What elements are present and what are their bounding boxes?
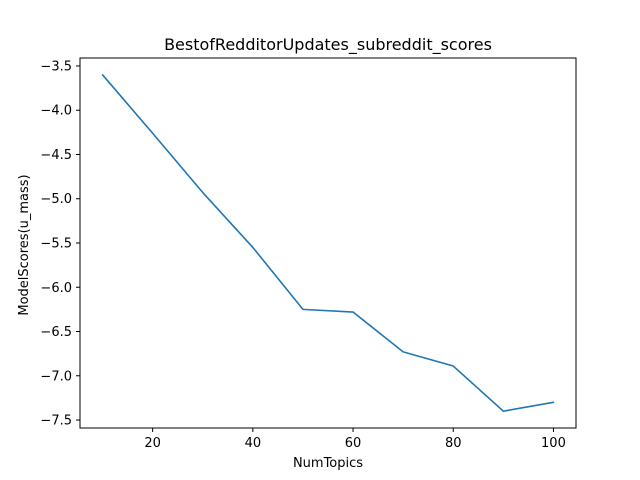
series-line (101, 74, 555, 412)
y-tick-label: −4.0 (40, 104, 72, 119)
y-axis-ticks: −3.5 −4.0 −4.5 −5.0 −5.5 −6.0 −6.5 −7.0 −7.5 (40, 59, 80, 429)
y-tick-label: −6.0 (40, 281, 72, 296)
y-axis-label: ModelScores(u_mass) (17, 174, 32, 315)
x-tick-label: 80 (445, 436, 462, 451)
plot-area (80, 58, 576, 428)
chart-title: BestofRedditorUpdates_subreddit_scores (164, 35, 492, 55)
x-tick-label: 100 (541, 436, 566, 451)
y-tick-label: −5.0 (40, 192, 72, 207)
x-axis-label: NumTopics (293, 456, 363, 471)
x-tick-label: 40 (245, 436, 262, 451)
x-tick-label: 20 (144, 436, 161, 451)
y-tick-label: −7.0 (40, 369, 72, 384)
x-axis-ticks: 20 40 60 80 100 (144, 428, 566, 451)
plot-frame (79, 57, 577, 429)
y-tick-label: −4.5 (40, 148, 72, 163)
y-tick-label: −7.5 (40, 414, 72, 429)
y-tick-label: −6.5 (40, 325, 72, 340)
y-tick-label: −5.5 (40, 237, 72, 252)
y-tick-label: −3.5 (40, 59, 72, 74)
x-tick-label: 60 (345, 436, 362, 451)
series-layer (101, 74, 555, 412)
